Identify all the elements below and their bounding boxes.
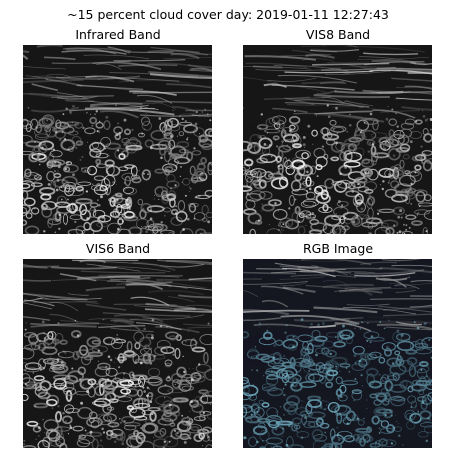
satellite-texture xyxy=(243,259,432,448)
infrared-band-image xyxy=(23,45,212,234)
satellite-texture xyxy=(23,45,212,234)
satellite-texture xyxy=(23,259,212,448)
figure-title: ~15 percent cloud cover day: 2019-01-11 … xyxy=(67,7,389,22)
vis8-band-image xyxy=(243,45,432,234)
panel-title-vis6: VIS6 Band xyxy=(85,241,151,256)
panel-title-vis8: VIS8 Band xyxy=(305,27,371,42)
satellite-texture xyxy=(243,45,432,234)
panel-title-rgb: RGB Image xyxy=(302,241,374,256)
vis6-band-image xyxy=(23,259,212,448)
rgb-image xyxy=(243,259,432,448)
panel-title-infrared: Infrared Band xyxy=(75,27,161,42)
